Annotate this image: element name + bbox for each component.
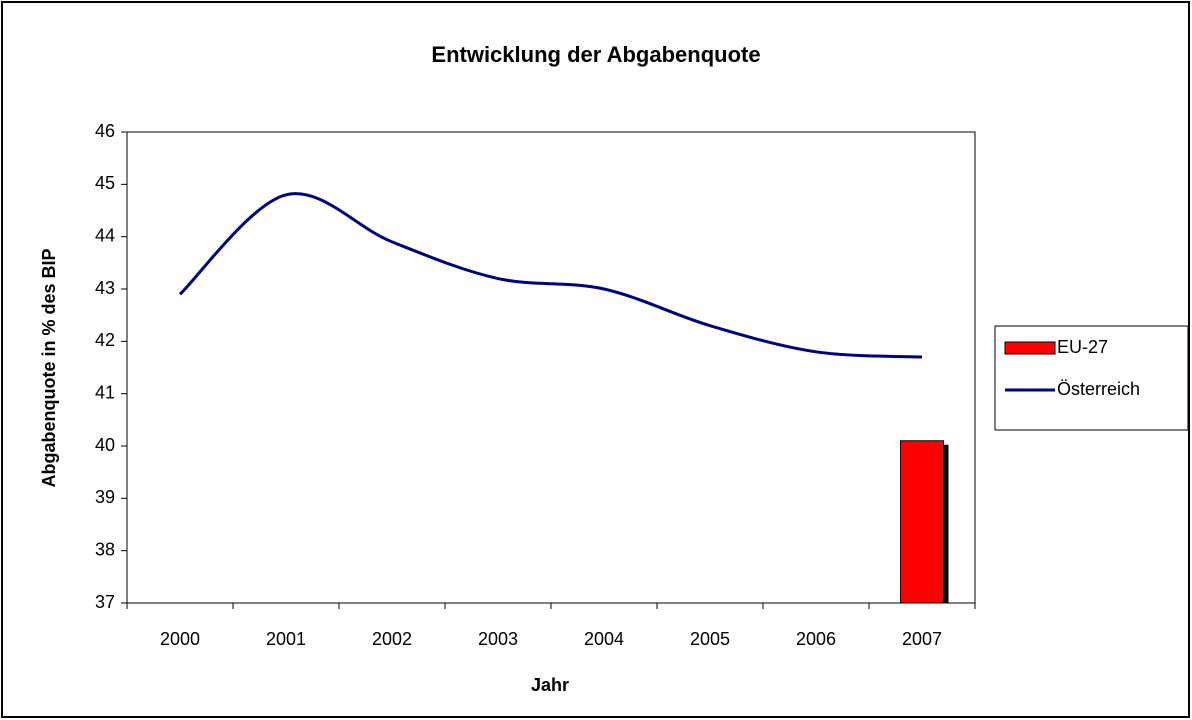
y-tick-label: 46 bbox=[95, 121, 115, 141]
x-tick-label: 2003 bbox=[478, 629, 518, 649]
y-tick-label: 44 bbox=[95, 225, 115, 245]
y-tick-label: 39 bbox=[95, 487, 115, 507]
x-tick-label: 2001 bbox=[266, 629, 306, 649]
x-tick-label: 2005 bbox=[690, 629, 730, 649]
y-tick-label: 38 bbox=[95, 539, 115, 559]
legend-swatch bbox=[1004, 341, 1056, 355]
x-tick-label: 2007 bbox=[902, 629, 942, 649]
line bbox=[178, 192, 923, 359]
y-tick-label: 45 bbox=[95, 173, 115, 193]
y-tick-label: 40 bbox=[95, 435, 115, 455]
y-axis-label: Abgabenquote in % des BIP bbox=[39, 248, 59, 487]
legend-label: EU-27 bbox=[1057, 337, 1108, 357]
x-tick-label: 2000 bbox=[160, 629, 200, 649]
y-tick-label: 41 bbox=[95, 382, 115, 402]
y-tick-label: 42 bbox=[95, 330, 115, 350]
x-axis-label: Jahr bbox=[531, 675, 569, 695]
x-tick-label: 2004 bbox=[584, 629, 624, 649]
y-tick-label: 43 bbox=[95, 278, 115, 298]
chart-title: Entwicklung der Abgabenquote bbox=[431, 42, 760, 67]
bar bbox=[900, 440, 944, 604]
x-tick-label: 2002 bbox=[372, 629, 412, 649]
legend-label: Österreich bbox=[1057, 379, 1140, 399]
y-tick-label: 37 bbox=[95, 592, 115, 612]
x-tick-label: 2006 bbox=[796, 629, 836, 649]
